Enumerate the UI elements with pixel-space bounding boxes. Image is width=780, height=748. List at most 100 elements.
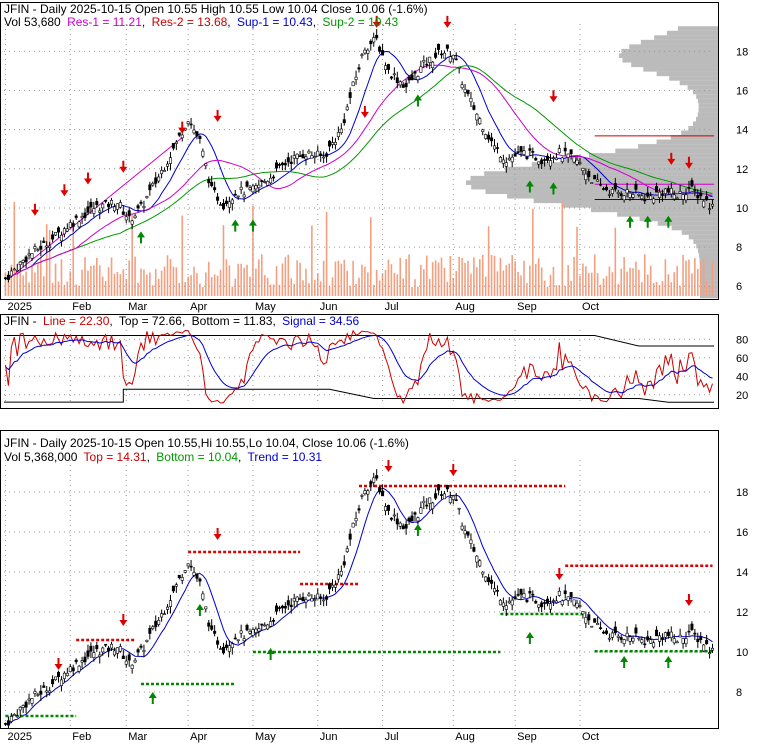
volume-bar	[169, 259, 172, 296]
volume-profile-bar	[588, 153, 718, 158]
up-arrow	[136, 231, 145, 244]
volume-bar	[685, 260, 687, 296]
moving-average-long	[5, 65, 713, 280]
candle-body	[328, 583, 332, 590]
volume-bar	[652, 282, 655, 296]
candle-body	[345, 106, 349, 111]
candle-body	[71, 667, 75, 672]
res1-label: Res-1 = 11.21	[67, 15, 142, 29]
volume-profile-bar	[669, 76, 718, 81]
volume-bar	[526, 283, 528, 296]
candle-body	[260, 180, 264, 182]
candle-body	[39, 690, 43, 695]
candle-body	[269, 621, 273, 627]
candle-body	[478, 560, 482, 567]
volume-bar	[428, 278, 431, 296]
x-tick-label: Feb	[72, 731, 91, 743]
volume-profile-bar	[656, 139, 718, 145]
candle-body	[413, 512, 417, 515]
candle-body	[18, 261, 22, 265]
candle-body	[110, 643, 114, 649]
candle-body	[681, 194, 685, 200]
y-tick-label: 10	[736, 647, 748, 659]
volume-profile-bar	[688, 234, 718, 240]
candle-body	[554, 157, 558, 161]
down-arrow	[449, 464, 458, 476]
candle-body	[604, 186, 608, 191]
candle-body	[696, 194, 700, 199]
candle-body	[596, 179, 600, 182]
candle-body	[154, 177, 158, 184]
candle-body	[569, 592, 573, 597]
volume-profile-bar	[699, 271, 718, 276]
candle-body	[192, 129, 196, 134]
trend-x-axis: 2025 Feb Mar Apr May Jun Jul Aug Sep Oct	[7, 731, 599, 743]
volume-bar	[252, 205, 254, 296]
candle-body	[357, 508, 361, 511]
trend-panel-frame	[0, 430, 719, 729]
candle-body	[322, 156, 326, 159]
volume-profile-bar	[697, 248, 718, 253]
candle-body	[652, 198, 656, 204]
candle-body	[266, 624, 270, 630]
volume-bar	[549, 274, 552, 296]
candle-body	[404, 524, 408, 529]
candle-body	[434, 52, 438, 58]
volume-bar	[632, 268, 634, 296]
candle-body	[233, 637, 237, 640]
volume-bar	[682, 254, 684, 296]
candle-body	[519, 588, 523, 595]
candle-body	[27, 698, 31, 701]
candle-body	[484, 576, 488, 582]
volume-bar	[75, 284, 77, 296]
candle-body	[86, 650, 90, 657]
x-tick-label: Oct	[582, 301, 599, 313]
candle-body	[610, 189, 614, 194]
volume-bar	[107, 267, 110, 296]
trend-panel-title: JFIN - Daily 2025-10-15 Open 10.55,Hi 10…	[4, 436, 409, 450]
volume-profile-bar	[615, 148, 718, 154]
volume-profile-bar	[696, 243, 718, 249]
candle-body	[637, 193, 641, 196]
candle-body	[498, 156, 502, 163]
candle-body	[24, 256, 28, 263]
volume-bar	[352, 260, 354, 296]
volume-bar	[626, 271, 628, 296]
candle-body	[89, 201, 93, 208]
candle-body	[696, 638, 700, 643]
candle-body	[660, 637, 664, 640]
candle-body	[198, 578, 202, 582]
candle-body	[457, 66, 461, 69]
candle-body	[516, 594, 520, 596]
candle-body	[687, 187, 691, 189]
volume-bar	[481, 254, 484, 296]
volume-bar	[649, 265, 652, 296]
candle-body	[478, 118, 482, 125]
candle-body	[316, 593, 320, 600]
volume-bar	[543, 280, 546, 296]
down-arrow	[384, 460, 393, 472]
candle-body	[351, 522, 355, 528]
candle-body	[230, 643, 234, 648]
candle-body	[74, 215, 78, 218]
volume-profile-bar	[657, 221, 718, 226]
candle-body	[204, 606, 208, 610]
candle-body	[33, 246, 37, 249]
candle-body	[487, 134, 491, 140]
candle-body	[275, 162, 279, 169]
candle-body	[295, 153, 299, 159]
volume-bar	[455, 271, 458, 296]
y-tick-label: 12	[736, 164, 748, 176]
candle-body	[490, 579, 494, 584]
candle-body	[104, 643, 108, 646]
volume-bar	[520, 275, 522, 296]
candle-body	[372, 477, 376, 483]
candle-body	[708, 208, 712, 210]
volume-bar	[296, 260, 298, 296]
candle-body	[151, 626, 155, 629]
candle-body	[590, 182, 594, 184]
candle-body	[678, 191, 682, 194]
x-tick-label: Sep	[517, 731, 537, 743]
candle-body	[557, 591, 561, 596]
x-tick-label: Oct	[582, 731, 599, 743]
